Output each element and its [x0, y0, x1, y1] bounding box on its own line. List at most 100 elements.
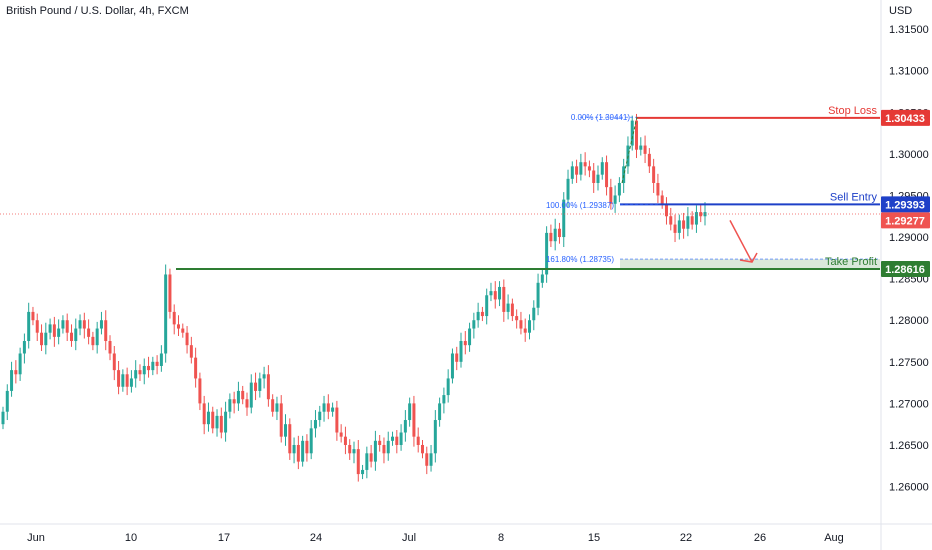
price-tick-label: 1.30000	[889, 149, 929, 161]
candle-body	[639, 145, 643, 150]
candle-body	[408, 403, 412, 421]
candle-body	[686, 216, 690, 229]
candle-body	[455, 353, 459, 362]
candle-body	[48, 324, 52, 333]
candle-body	[22, 341, 26, 354]
candle-body	[386, 440, 390, 454]
candle-body	[215, 415, 219, 429]
time-tick-label: 17	[218, 532, 230, 544]
candle-body	[155, 361, 159, 366]
sell-entry-price-tag: 1.29393	[881, 196, 930, 213]
candle-body	[365, 453, 369, 470]
projection-arrow-icon	[729, 220, 758, 263]
time-tick-label: Jul	[402, 532, 416, 544]
candle-body	[613, 195, 617, 204]
candle-body	[279, 403, 283, 437]
projection-arrow-head	[739, 252, 758, 263]
candle-body	[493, 291, 497, 300]
time-tick-label: 24	[310, 532, 322, 544]
stop-loss-price-tag-text: 1.30433	[885, 113, 925, 125]
candle-body	[292, 444, 296, 454]
fib-label-0: 0.00% (1.30441)	[571, 113, 630, 122]
candle-body	[138, 370, 142, 375]
candle-body	[228, 399, 232, 412]
price-tick-label: 1.27000	[889, 398, 929, 410]
candle-body	[391, 436, 395, 441]
candle-body	[489, 291, 493, 296]
candle-body	[617, 182, 621, 196]
candle-body	[164, 274, 168, 354]
candle-body	[241, 390, 245, 400]
candle-body	[275, 403, 279, 412]
time-tick-label: 8	[498, 532, 504, 544]
candle-body	[515, 316, 519, 321]
candle-body	[553, 228, 557, 242]
candle-body	[40, 332, 44, 346]
candle-body	[378, 440, 382, 445]
candle-body	[57, 328, 61, 337]
candle-body	[1, 411, 5, 425]
candle-body	[219, 415, 223, 433]
candle-body	[172, 311, 176, 325]
fib-anchor-line	[621, 117, 638, 184]
candle-body	[266, 374, 270, 400]
candle-body	[61, 320, 65, 329]
candle-body	[532, 307, 536, 321]
candle-body	[669, 216, 673, 225]
candle-body	[566, 178, 570, 200]
candle-body	[429, 453, 433, 466]
candle-body	[540, 274, 544, 283]
candle-body	[249, 382, 253, 408]
candle-body	[605, 162, 609, 188]
candle-body	[52, 324, 56, 337]
candle-body	[232, 399, 236, 404]
candle-body	[356, 449, 360, 475]
candle-body	[198, 378, 202, 404]
candle-body	[468, 328, 472, 346]
stop-loss-label: Stop Loss	[828, 105, 877, 117]
candle-body	[284, 424, 288, 437]
candle-body	[369, 453, 373, 462]
candle-body	[399, 432, 403, 445]
price-tick-label: 1.31500	[889, 24, 929, 36]
candle-body	[112, 353, 116, 371]
candle-body	[506, 303, 510, 312]
candle-body	[65, 320, 69, 333]
candle-body	[121, 374, 125, 387]
candle-body	[331, 407, 335, 412]
candle-body	[361, 469, 365, 475]
candle-body	[442, 395, 446, 404]
candle-body	[690, 216, 694, 225]
candle-body	[352, 449, 356, 454]
projection-arrow-line	[729, 220, 753, 263]
candle-body	[44, 332, 48, 346]
candle-body	[459, 341, 463, 362]
candle-body	[27, 311, 31, 342]
price-tick-label: 1.27500	[889, 357, 929, 369]
candle-body	[485, 295, 489, 317]
candle-body	[438, 403, 442, 421]
take-profit-label: Take Profit	[825, 256, 877, 268]
candle-body	[664, 203, 668, 217]
candle-body	[403, 420, 407, 433]
time-tick-label: Aug	[824, 532, 844, 544]
time-axis: Jun 10 17 24 Jul 8 15 22 26 Aug	[27, 532, 844, 544]
candle-body	[14, 370, 18, 375]
price-tick-label: 1.26500	[889, 440, 929, 452]
candle-body	[78, 320, 82, 329]
candle-body	[498, 286, 502, 300]
candle-body	[575, 166, 579, 175]
candle-body	[318, 411, 322, 421]
candle-body	[682, 220, 686, 229]
candle-body	[194, 357, 198, 379]
candle-body	[673, 224, 677, 233]
candle-body	[10, 370, 14, 391]
candle-body	[322, 403, 326, 412]
candle-body	[339, 432, 343, 437]
candle-body	[635, 120, 639, 150]
candle-body	[129, 378, 133, 387]
currency-label[interactable]: USD	[889, 5, 913, 17]
candle-body	[395, 436, 399, 445]
candle-body	[570, 166, 574, 179]
